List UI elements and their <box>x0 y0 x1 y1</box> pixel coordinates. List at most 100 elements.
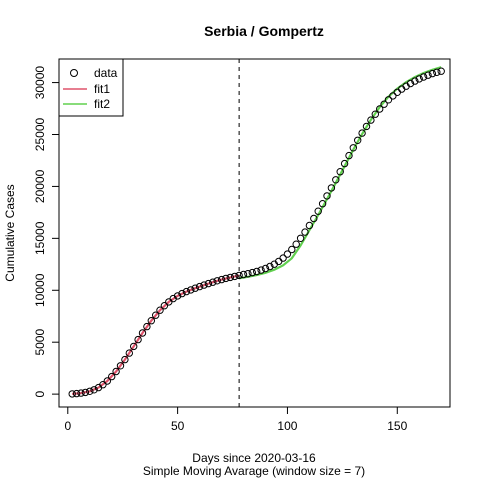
data-point <box>354 136 362 145</box>
data-point <box>266 262 274 271</box>
data-point <box>125 349 134 357</box>
data-point <box>288 245 296 254</box>
x-tick-label: 50 <box>171 419 185 433</box>
x-tick-label: 100 <box>277 419 297 433</box>
data-point <box>72 389 81 398</box>
data-point <box>419 73 428 81</box>
data-point <box>191 284 199 292</box>
data-point <box>108 372 116 381</box>
data-point <box>332 176 340 184</box>
data-point <box>152 311 160 319</box>
legend-label-data: data <box>94 66 118 80</box>
legend-data-marker <box>70 69 78 77</box>
series-line-fit2 <box>238 66 442 280</box>
data-point <box>200 281 208 289</box>
data-point <box>349 144 357 152</box>
legend-label-fit1: fit1 <box>94 82 110 96</box>
data-point <box>415 75 423 83</box>
data-point <box>362 122 371 131</box>
data-point <box>121 355 129 364</box>
data-point <box>305 221 314 230</box>
data-point <box>81 388 90 397</box>
data-point <box>112 367 120 376</box>
data-point <box>301 228 309 236</box>
data-point <box>411 77 419 85</box>
data-point <box>345 151 353 160</box>
data-point <box>217 275 226 284</box>
data-point <box>143 322 151 331</box>
data-point <box>261 264 270 273</box>
y-tick-label: 25000 <box>33 117 47 151</box>
y-tick-label: 15000 <box>33 221 47 255</box>
data-point <box>77 389 85 397</box>
y-tick-label: 10000 <box>33 273 47 307</box>
x-axis: 0 50 100 150 <box>64 407 408 433</box>
y-tick-label: 5000 <box>33 329 47 356</box>
data-point <box>209 278 217 286</box>
chart-marks <box>68 59 445 407</box>
legend-label-fit2: fit2 <box>94 97 110 111</box>
data-point <box>231 272 239 281</box>
data-point <box>138 329 147 337</box>
data-point <box>340 159 349 168</box>
data-point <box>380 100 388 108</box>
data-point <box>310 214 318 223</box>
y-tick-label: 20000 <box>33 169 47 203</box>
data-point <box>173 292 182 300</box>
data-point <box>384 96 393 104</box>
data-point <box>424 71 432 79</box>
data-point <box>90 386 98 394</box>
data-point <box>147 317 156 325</box>
data-point <box>204 279 213 288</box>
data-point <box>130 342 138 351</box>
x-tick-label: 150 <box>387 419 407 433</box>
data-point <box>248 268 257 277</box>
y-tick-label: 0 <box>33 390 47 397</box>
data-point <box>187 286 195 294</box>
data-point <box>327 184 336 192</box>
y-axis-label: Cumulative Cases <box>3 184 17 281</box>
data-point <box>296 234 305 243</box>
x-axis-label: Days since 2020-03-16 <box>192 451 316 465</box>
data-point <box>160 302 169 310</box>
legend: data fit1 fit2 <box>58 58 124 117</box>
data-point <box>371 110 379 118</box>
data-point <box>178 289 186 298</box>
data-point <box>318 200 327 208</box>
plot-area: 0 50 100 150 0 5000 10000 15000 20000 25000 30000 <box>33 58 451 433</box>
data-point <box>406 79 415 88</box>
series-line-fit1 <box>72 274 240 395</box>
data-point <box>156 306 164 314</box>
data-point <box>222 274 230 283</box>
data-point <box>292 240 300 248</box>
data-point <box>367 116 375 124</box>
chart-title: Serbia / Gompertz <box>204 23 324 39</box>
data-point <box>323 192 331 200</box>
data-point <box>257 266 265 274</box>
data-point <box>283 250 292 258</box>
data-point <box>239 270 248 279</box>
data-point <box>226 273 235 282</box>
data-point <box>389 92 397 100</box>
data-point <box>244 270 252 278</box>
chart-subtitle: Simple Moving Avarage (window size = 7) <box>143 464 365 478</box>
x-tick-label: 0 <box>64 419 71 433</box>
data-point <box>134 335 142 344</box>
data-point <box>116 362 125 370</box>
data-point <box>433 68 441 77</box>
y-axis: 0 5000 10000 15000 20000 25000 30000 <box>33 66 59 397</box>
data-point <box>253 267 261 276</box>
plot-frame <box>58 58 451 408</box>
data-point <box>279 254 287 262</box>
data-point <box>68 390 76 398</box>
data-point <box>99 381 107 389</box>
data-point <box>437 67 445 75</box>
data-point <box>213 277 221 285</box>
data-point <box>358 129 366 137</box>
y-tick-label: 30000 <box>33 66 47 100</box>
data-point <box>86 387 94 395</box>
data-point <box>314 207 322 215</box>
data-point <box>103 377 112 385</box>
data-point <box>376 105 384 113</box>
